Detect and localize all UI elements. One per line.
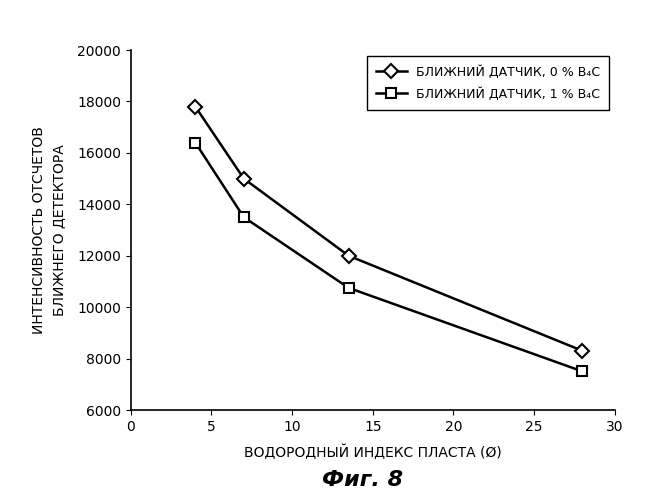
БЛИЖНИЙ ДАТЧИК, 1 % B₄C <box>192 140 199 145</box>
БЛИЖНИЙ ДАТЧИК, 0 % B₄C <box>240 176 248 182</box>
БЛИЖНИЙ ДАТЧИК, 1 % B₄C <box>345 285 353 291</box>
БЛИЖНИЙ ДАТЧИК, 0 % B₄C <box>192 104 199 110</box>
Y-axis label: ИНТЕНСИВНОСТЬ ОТСЧЕТОВ
БЛИЖНЕГО ДЕТЕКТОРА: ИНТЕНСИВНОСТЬ ОТСЧЕТОВ БЛИЖНЕГО ДЕТЕКТОР… <box>33 126 66 334</box>
БЛИЖНИЙ ДАТЧИК, 0 % B₄C <box>579 348 587 354</box>
БЛИЖНИЙ ДАТЧИК, 1 % B₄C <box>240 214 248 220</box>
БЛИЖНИЙ ДАТЧИК, 1 % B₄C <box>579 368 587 374</box>
X-axis label: ВОДОРОДНЫЙ ИНДЕКС ПЛАСТА (Ø): ВОДОРОДНЫЙ ИНДЕКС ПЛАСТА (Ø) <box>244 445 502 460</box>
Text: Фиг. 8: Фиг. 8 <box>322 470 404 490</box>
БЛИЖНИЙ ДАТЧИК, 0 % B₄C <box>345 252 353 258</box>
Legend: БЛИЖНИЙ ДАТЧИК, 0 % B₄C, БЛИЖНИЙ ДАТЧИК, 1 % B₄C: БЛИЖНИЙ ДАТЧИК, 0 % B₄C, БЛИЖНИЙ ДАТЧИК,… <box>367 56 608 110</box>
Line: БЛИЖНИЙ ДАТЧИК, 0 % B₄C: БЛИЖНИЙ ДАТЧИК, 0 % B₄C <box>190 102 587 356</box>
Line: БЛИЖНИЙ ДАТЧИК, 1 % B₄C: БЛИЖНИЙ ДАТЧИК, 1 % B₄C <box>190 138 587 376</box>
